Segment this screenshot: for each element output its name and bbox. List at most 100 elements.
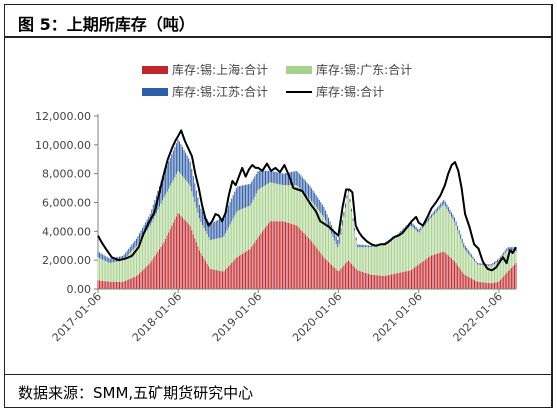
bar-guangdong [208,236,210,267]
bar-guangdong [165,194,167,239]
bar-guangdong [361,247,363,272]
bar-shanghai [481,282,483,289]
bar-guangdong [263,186,265,230]
bar-guangdong [438,209,440,254]
bar-guangdong [132,249,134,278]
bar-guangdong [338,243,340,271]
bar-jiangsu [486,264,488,266]
bar-guangdong [178,172,180,215]
bar-shanghai [435,254,437,289]
bar-shanghai [277,221,279,289]
bar-shanghai [395,273,397,289]
bar-jiangsu [255,174,257,194]
bar-guangdong [489,265,491,284]
bar-guangdong [149,225,151,264]
bar-shanghai [380,275,382,289]
bar-shanghai [237,256,239,289]
bar-jiangsu [100,253,102,259]
bar-guangdong [423,226,425,261]
bar-jiangsu [97,251,99,258]
bar-jiangsu [478,263,480,265]
bar-guangdong [495,263,497,283]
bar-guangdong [354,230,356,268]
bar-jiangsu [214,221,216,239]
bar-guangdong [99,258,101,281]
bar-shanghai [102,280,104,289]
bar-shanghai [371,274,373,289]
bar-jiangsu [134,240,136,248]
bar-jiangsu [300,175,302,190]
bar-guangdong [142,236,144,271]
x-tick-label: 2021-01-06 [370,290,424,344]
bar-guangdong [417,231,419,266]
bar-shanghai [360,271,362,289]
bar-guangdong [315,206,317,248]
figure-footer: 数据来源：SMM,五矿期货研究中心 [4,374,553,408]
bar-guangdong [115,261,117,282]
bar-shanghai [392,274,394,289]
bar-jiangsu [238,186,240,211]
figure-title: 图 5：上期所库存（吨） [18,15,195,34]
bar-guangdong [411,226,412,270]
bar-jiangsu [314,192,316,206]
bar-guangdong [209,239,211,269]
bar-jiangsu [109,258,111,263]
bar-guangdong [472,259,474,280]
bar-guangdong [232,218,234,262]
bar-jiangsu [349,199,351,202]
bar-jiangsu [357,244,359,248]
legend-swatch [286,66,312,74]
bar-guangdong [194,202,196,239]
bar-guangdong [352,221,354,266]
bar-jiangsu [512,247,514,251]
bar-guangdong [246,206,248,251]
bar-shanghai [100,280,102,289]
bar-jiangsu [220,218,222,238]
bar-guangdong [360,247,362,272]
bar-shanghai [251,246,253,289]
bar-shanghai [208,266,210,289]
bar-jiangsu [294,171,296,186]
bar-jiangsu [352,218,354,222]
bar-jiangsu [360,244,362,248]
bar-shanghai [434,254,436,289]
bar-shanghai [509,269,511,289]
bar-guangdong [284,185,286,222]
bar-guangdong [275,183,277,222]
bar-jiangsu [401,229,403,233]
bar-shanghai [134,276,136,289]
bar-shanghai [480,282,482,289]
bar-shanghai [128,279,130,289]
bar-guangdong [324,220,326,259]
bar-shanghai [155,253,157,289]
bar-guangdong [288,185,290,223]
bar-guangdong [374,246,376,276]
bar-guangdong [454,221,456,262]
bar-guangdong [463,247,465,274]
bar-shanghai [268,223,270,289]
bar-guangdong [434,214,436,255]
bar-jiangsu [317,197,319,209]
bar-shanghai [112,281,114,289]
bar-shanghai [163,241,165,289]
bar-guangdong [260,187,262,234]
bar-shanghai [226,267,228,289]
bar-guangdong [186,181,188,223]
bar-guangdong [513,251,515,265]
bar-jiangsu [208,221,210,237]
legend-label: 库存:锡:合计 [316,84,384,99]
bar-shanghai [352,265,354,289]
bar-guangdong [248,206,250,250]
bar-shanghai [160,246,162,289]
bar-jiangsu [271,171,273,183]
bar-shanghai [430,255,432,289]
bar-shanghai [109,281,111,289]
bar-jiangsu [200,208,202,222]
bar-jiangsu [226,208,228,231]
bar-jiangsu [454,217,456,222]
bar-jiangsu [367,245,369,248]
bar-guangdong [366,247,368,274]
bar-guangdong [272,182,274,222]
bar-shanghai [497,282,499,289]
bar-jiangsu [177,139,179,172]
